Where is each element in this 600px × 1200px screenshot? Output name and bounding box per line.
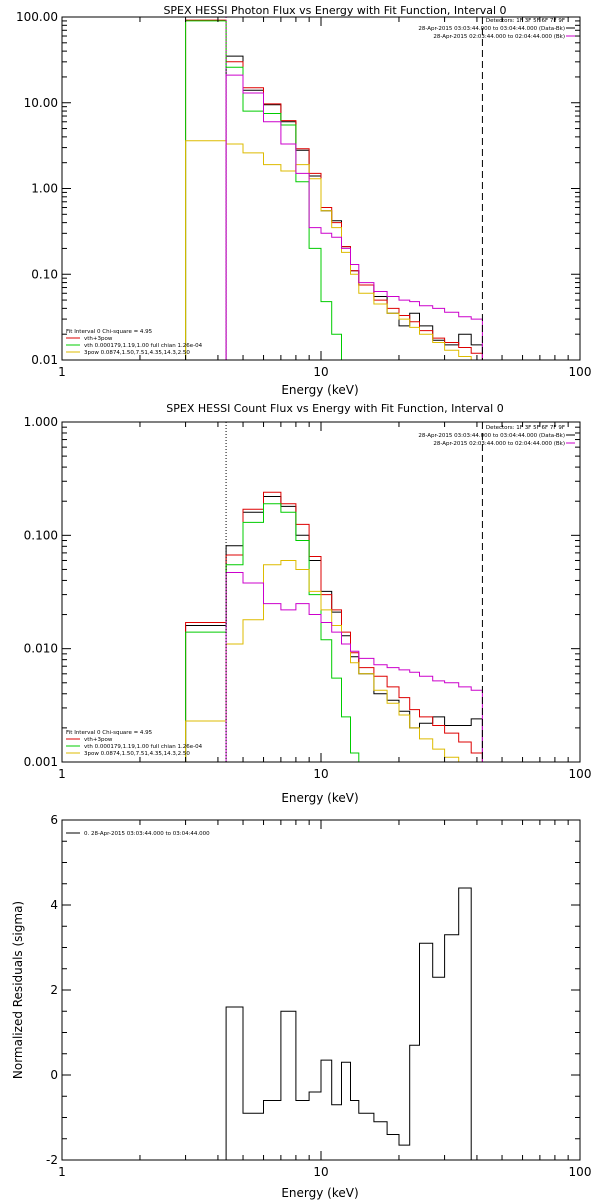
y-tick-label: 0.001 bbox=[24, 755, 58, 769]
photon-x-axis-label: Energy (keV) bbox=[281, 383, 358, 397]
photon-legend-fit-interval: Fit Interval 0 Chi-square = 4.95 bbox=[66, 329, 153, 335]
photon-legend-detectors: Detectors: 1F 3F 5F 6F 7F 9F bbox=[486, 18, 565, 24]
axes-frame bbox=[61, 819, 581, 1161]
series-line-bk bbox=[225, 572, 483, 762]
series-line-vth-3pow bbox=[185, 491, 483, 762]
count-legend-3pow: 3pow 0.0874,1.50,7.51,4.35,14.3,2.50 bbox=[84, 751, 190, 757]
count-legend-fit-interval: Fit Interval 0 Chi-square = 4.95 bbox=[66, 730, 153, 736]
y-tick-label: 0.010 bbox=[24, 642, 58, 656]
x-tick-label: 100 bbox=[569, 365, 592, 379]
y-ticks bbox=[62, 819, 580, 1161]
photon-legend-3pow: 3pow 0.0874,1.50,7.51,4.35,14.3,2.50 bbox=[84, 350, 190, 356]
x-tick-label: 1 bbox=[58, 365, 66, 379]
y-tick-label: 0.10 bbox=[31, 267, 58, 281]
series-line-vth bbox=[185, 20, 342, 360]
y-tick-label: 4 bbox=[50, 898, 58, 912]
y-ticks bbox=[62, 20, 580, 361]
series-line-vth bbox=[185, 503, 360, 762]
residuals-panel: 1 10 100 -2 0 2 4 6 Energy (keV) Normalized Res… bbox=[11, 813, 591, 1200]
y-tick-label: 10.00 bbox=[24, 96, 58, 110]
count-legend-data-bk: 28-Apr-2015 03:03:44.000 to 03:04:44.000… bbox=[418, 433, 565, 439]
y-tick-label: 6 bbox=[50, 813, 58, 827]
count-legend-bk: 28-Apr-2015 02:03:44.000 to 02:04:44.000… bbox=[433, 441, 565, 447]
x-ticks bbox=[61, 422, 581, 762]
photon-flux-panel: SPEX HESSI Photon Flux vs Energy with Fi… bbox=[16, 4, 591, 397]
series-line-data-bk bbox=[225, 55, 483, 360]
x-tick-label: 1 bbox=[58, 767, 66, 781]
x-tick-label: 10 bbox=[313, 1165, 328, 1179]
y-tick-label: 1.000 bbox=[24, 415, 58, 429]
residuals-x-axis-label: Energy (keV) bbox=[281, 1186, 358, 1200]
residuals-legend: 0. 28-Apr-2015 03:03:44.000 to 03:04:44.… bbox=[66, 831, 210, 837]
photon-legend-vth: vth 0.000179,1.19,1.00 full chian 1.26e-… bbox=[84, 343, 203, 349]
count-legend-bottomleft: Fit Interval 0 Chi-square = 4.95 vth+3po… bbox=[66, 730, 203, 757]
y-ticks bbox=[62, 426, 580, 763]
series-line-residual bbox=[225, 887, 472, 1160]
photon-legend-bottomleft: Fit Interval 0 Chi-square = 4.95 vth+3po… bbox=[66, 329, 203, 356]
x-ticks bbox=[61, 820, 581, 1160]
photon-legend-bk: 28-Apr-2015 02:03:44.000 to 02:04:44.000… bbox=[433, 34, 565, 40]
y-tick-label: 1.00 bbox=[31, 182, 58, 196]
series-group bbox=[185, 19, 483, 360]
y-tick-label: 100.00 bbox=[16, 10, 58, 24]
residuals-y-axis-label: Normalized Residuals (sigma) bbox=[11, 901, 25, 1079]
x-tick-label: 10 bbox=[313, 365, 328, 379]
series-line-3pow bbox=[185, 560, 460, 762]
series-line-vth-3pow bbox=[185, 19, 483, 360]
y-tick-label: 0.100 bbox=[24, 528, 58, 542]
count-legend-topright: Detectors: 1F 3F 5F 6F 7F 9F 28-Apr-2015… bbox=[418, 425, 575, 447]
y-tick-label: 0.01 bbox=[31, 353, 58, 367]
count-legend-vth: vth 0.000179,1.19,1.00 full chian 1.26e-… bbox=[84, 744, 203, 750]
photon-chart-title: SPEX HESSI Photon Flux vs Energy with Fi… bbox=[163, 4, 506, 17]
residuals-legend-interval: 0. 28-Apr-2015 03:03:44.000 to 03:04:44.… bbox=[84, 831, 210, 837]
x-tick-label: 100 bbox=[569, 1165, 592, 1179]
count-plot-area: 1 10 100 0.001 0.010 0.100 1.000 bbox=[24, 415, 592, 781]
y-tick-label: 0 bbox=[50, 1068, 58, 1082]
y-tick-label: 2 bbox=[50, 983, 58, 997]
series-group bbox=[225, 887, 472, 1160]
count-x-axis-label: Energy (keV) bbox=[281, 791, 358, 805]
series-line-bk bbox=[225, 74, 483, 360]
count-flux-panel: SPEX HESSI Count Flux vs Energy with Fit… bbox=[24, 402, 592, 805]
x-ticks bbox=[61, 17, 581, 360]
x-tick-label: 1 bbox=[58, 1165, 66, 1179]
y-tick-label: -2 bbox=[46, 1153, 58, 1167]
residuals-plot-area: 1 10 100 -2 0 2 4 6 bbox=[46, 813, 591, 1179]
photon-plot-area: 1 10 100 0.01 0.10 1.00 10.00 100.00 bbox=[16, 10, 591, 379]
series-group bbox=[185, 491, 483, 762]
x-tick-label: 100 bbox=[569, 767, 592, 781]
count-chart-title: SPEX HESSI Count Flux vs Energy with Fit… bbox=[166, 402, 503, 415]
photon-legend-vth3pow: vth+3pow bbox=[84, 336, 113, 342]
photon-legend-topright: Detectors: 1F 3F 5F 6F 7F 9F 28-Apr-2015… bbox=[418, 18, 575, 40]
photon-legend-data-bk: 28-Apr-2015 03:03:44.000 to 03:04:44.000… bbox=[418, 26, 565, 32]
count-legend-vth3pow: vth+3pow bbox=[84, 737, 113, 743]
x-tick-label: 10 bbox=[313, 767, 328, 781]
count-legend-detectors: Detectors: 1F 3F 5F 6F 7F 9F bbox=[486, 425, 565, 431]
series-line-3pow bbox=[185, 140, 472, 360]
